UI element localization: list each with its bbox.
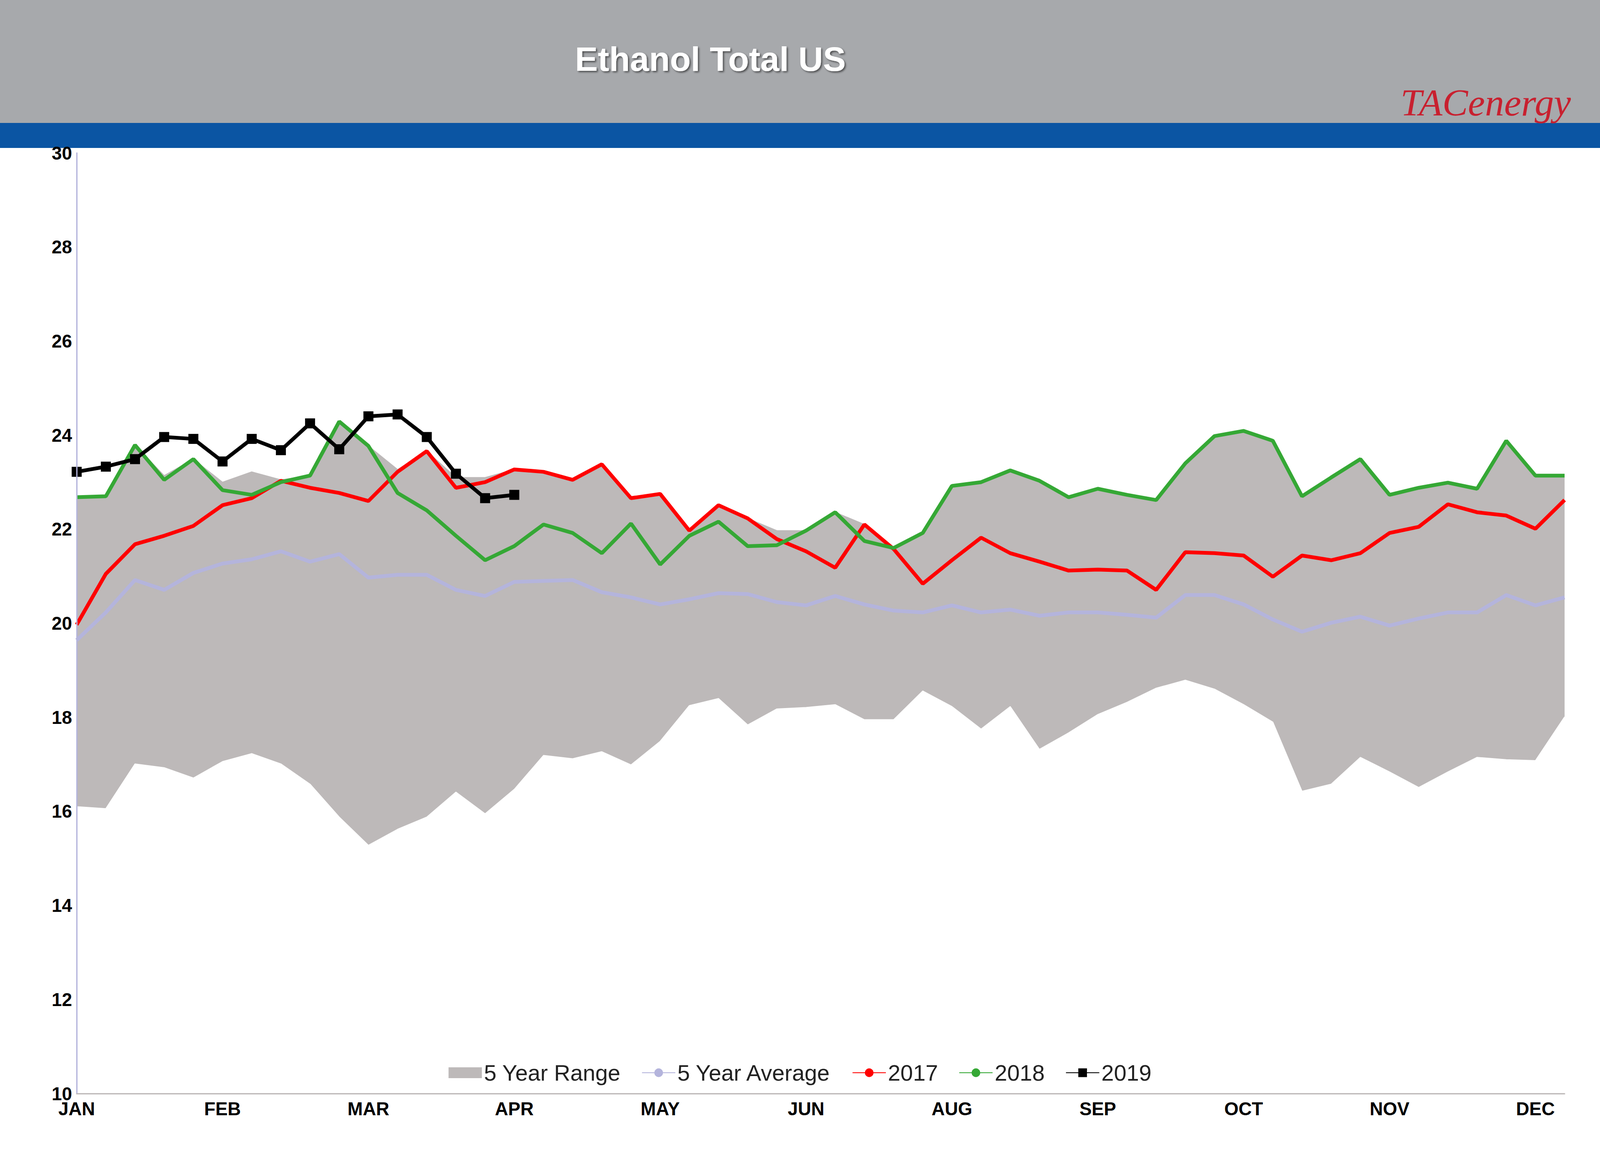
- svg-text:JUN: JUN: [787, 1098, 825, 1119]
- svg-text:10: 10: [51, 1083, 73, 1104]
- svg-text:12: 12: [51, 989, 73, 1010]
- svg-text:MAR: MAR: [347, 1098, 390, 1119]
- svg-text:28: 28: [51, 236, 73, 258]
- svg-text:APR: APR: [495, 1098, 534, 1119]
- svg-text:SEP: SEP: [1079, 1098, 1117, 1119]
- svg-text:OCT: OCT: [1224, 1098, 1263, 1119]
- svg-text:AUG: AUG: [931, 1098, 973, 1119]
- svg-text:TACenergy: TACenergy: [1400, 81, 1571, 124]
- svg-text:16: 16: [51, 800, 73, 822]
- svg-text:Ethanol Total US: Ethanol Total US: [575, 40, 846, 78]
- svg-text:14: 14: [51, 895, 73, 916]
- svg-text:2019: 2019: [1101, 1060, 1152, 1085]
- svg-text:JAN: JAN: [58, 1098, 95, 1119]
- svg-text:FEB: FEB: [204, 1098, 241, 1119]
- svg-text:18: 18: [51, 707, 73, 728]
- svg-text:5 Year Range: 5 Year Range: [484, 1060, 621, 1085]
- svg-text:DEC: DEC: [1516, 1098, 1555, 1119]
- svg-text:MAY: MAY: [640, 1098, 680, 1119]
- svg-text:5 Year Average: 5 Year Average: [677, 1060, 830, 1085]
- svg-text:22: 22: [51, 518, 73, 540]
- svg-text:24: 24: [51, 425, 73, 446]
- svg-text:2017: 2017: [887, 1060, 938, 1085]
- svg-text:NOV: NOV: [1369, 1098, 1410, 1119]
- svg-text:20: 20: [51, 612, 73, 634]
- svg-text:30: 30: [51, 142, 73, 164]
- svg-text:2018: 2018: [994, 1060, 1045, 1085]
- svg-text:26: 26: [51, 330, 73, 352]
